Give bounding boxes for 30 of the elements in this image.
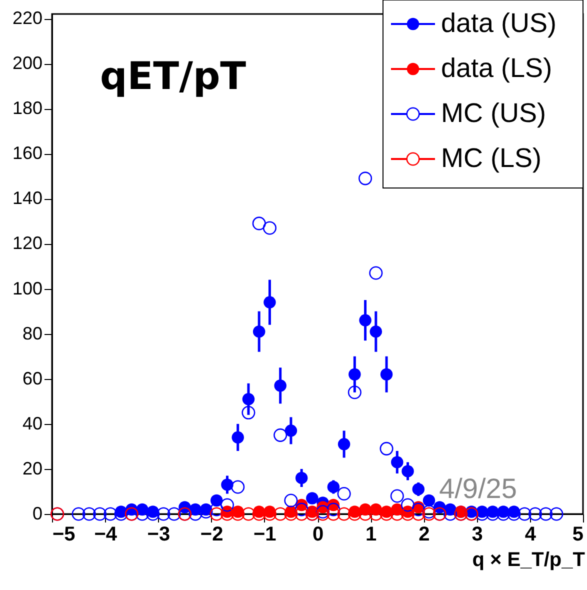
x-tick-label: −4 (94, 524, 118, 546)
y-tick-label: 100 (12, 278, 42, 298)
y-tick-label: 220 (12, 8, 42, 28)
y-tick-label: 60 (22, 368, 42, 388)
x-axis-title: q × E_T/p_T (472, 549, 585, 571)
x-tick-label: 5 (572, 524, 584, 546)
x-tick-label: −1 (253, 524, 276, 546)
x-tick-label: −5 (52, 524, 76, 546)
y-tick-label: 120 (12, 233, 42, 254)
legend-label: data (LS) (441, 53, 552, 83)
annotation: 4/9/25 (439, 473, 517, 504)
x-tick-label: 3 (472, 524, 483, 546)
text: qET/pT (100, 54, 246, 98)
legend-label: data (US) (441, 8, 557, 38)
x-tick-label: 0 (312, 524, 324, 546)
x-tick-label: 1 (366, 524, 377, 546)
legend-label: MC (LS) (441, 143, 542, 173)
legend-label: MC (US) (441, 98, 546, 128)
x-tick-label: 4 (524, 524, 537, 546)
y-tick-label: 200 (12, 53, 42, 74)
y-tick-label: 140 (12, 188, 42, 208)
x-tick-label: −3 (147, 524, 170, 546)
y-tick-label: 40 (22, 413, 42, 434)
x-tick-label: 2 (418, 524, 430, 546)
x-tick-label: −2 (200, 524, 224, 546)
y-tick-label: 0 (32, 504, 42, 524)
y-tick-label: 160 (12, 143, 42, 164)
y-tick-label: 80 (22, 323, 42, 344)
y-tick-label: 180 (12, 98, 42, 118)
y-tick-label: 20 (22, 458, 42, 478)
